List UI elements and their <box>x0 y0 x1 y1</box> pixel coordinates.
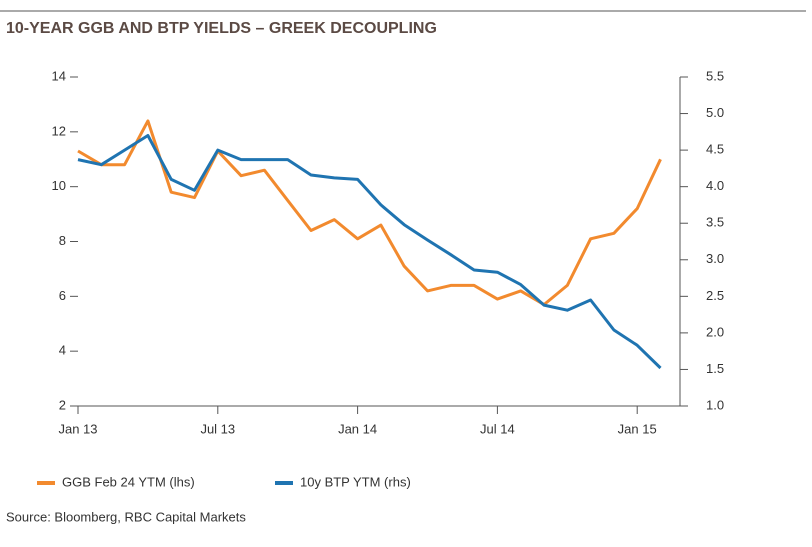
legend-label: 10y BTP YTM (rhs) <box>300 474 411 489</box>
y2-tick-label: 2.5 <box>706 288 724 303</box>
y-tick-label: 12 <box>52 123 66 138</box>
y-tick-label: 6 <box>59 288 66 303</box>
y2-tick-label: 5.5 <box>706 68 724 83</box>
y-tick-label: 2 <box>59 397 66 412</box>
x-tick-label: Jul 13 <box>200 421 235 436</box>
series-line <box>77 134 662 370</box>
legend-label: GGB Feb 24 YTM (lhs) <box>62 474 195 489</box>
x-tick-label: Jan 15 <box>618 421 657 436</box>
y2-tick-label: 2.0 <box>706 324 724 339</box>
source: Source: Bloomberg, RBC Capital Markets <box>6 509 246 524</box>
x-tick-label: Jul 14 <box>480 421 515 436</box>
y2-tick-label: 1.5 <box>706 361 724 376</box>
y-tick-label: 4 <box>59 343 66 358</box>
y2-tick-label: 3.0 <box>706 251 724 266</box>
x-tick-label: Jan 13 <box>58 421 97 436</box>
y2-tick-label: 1.0 <box>706 397 724 412</box>
y2-tick-label: 4.5 <box>706 142 724 157</box>
y2-tick-label: 3.5 <box>706 215 724 230</box>
x-tick-label: Jan 14 <box>338 421 377 436</box>
y-tick-label: 14 <box>52 68 66 83</box>
series-line <box>77 119 662 307</box>
y2-tick-label: 4.0 <box>706 178 724 193</box>
y-tick-label: 10 <box>52 178 66 193</box>
y-tick-label: 8 <box>59 233 66 248</box>
y2-tick-label: 5.0 <box>706 105 724 120</box>
chart-title: 10-YEAR GGB AND BTP YIELDS – GREEK DECOU… <box>6 20 437 37</box>
